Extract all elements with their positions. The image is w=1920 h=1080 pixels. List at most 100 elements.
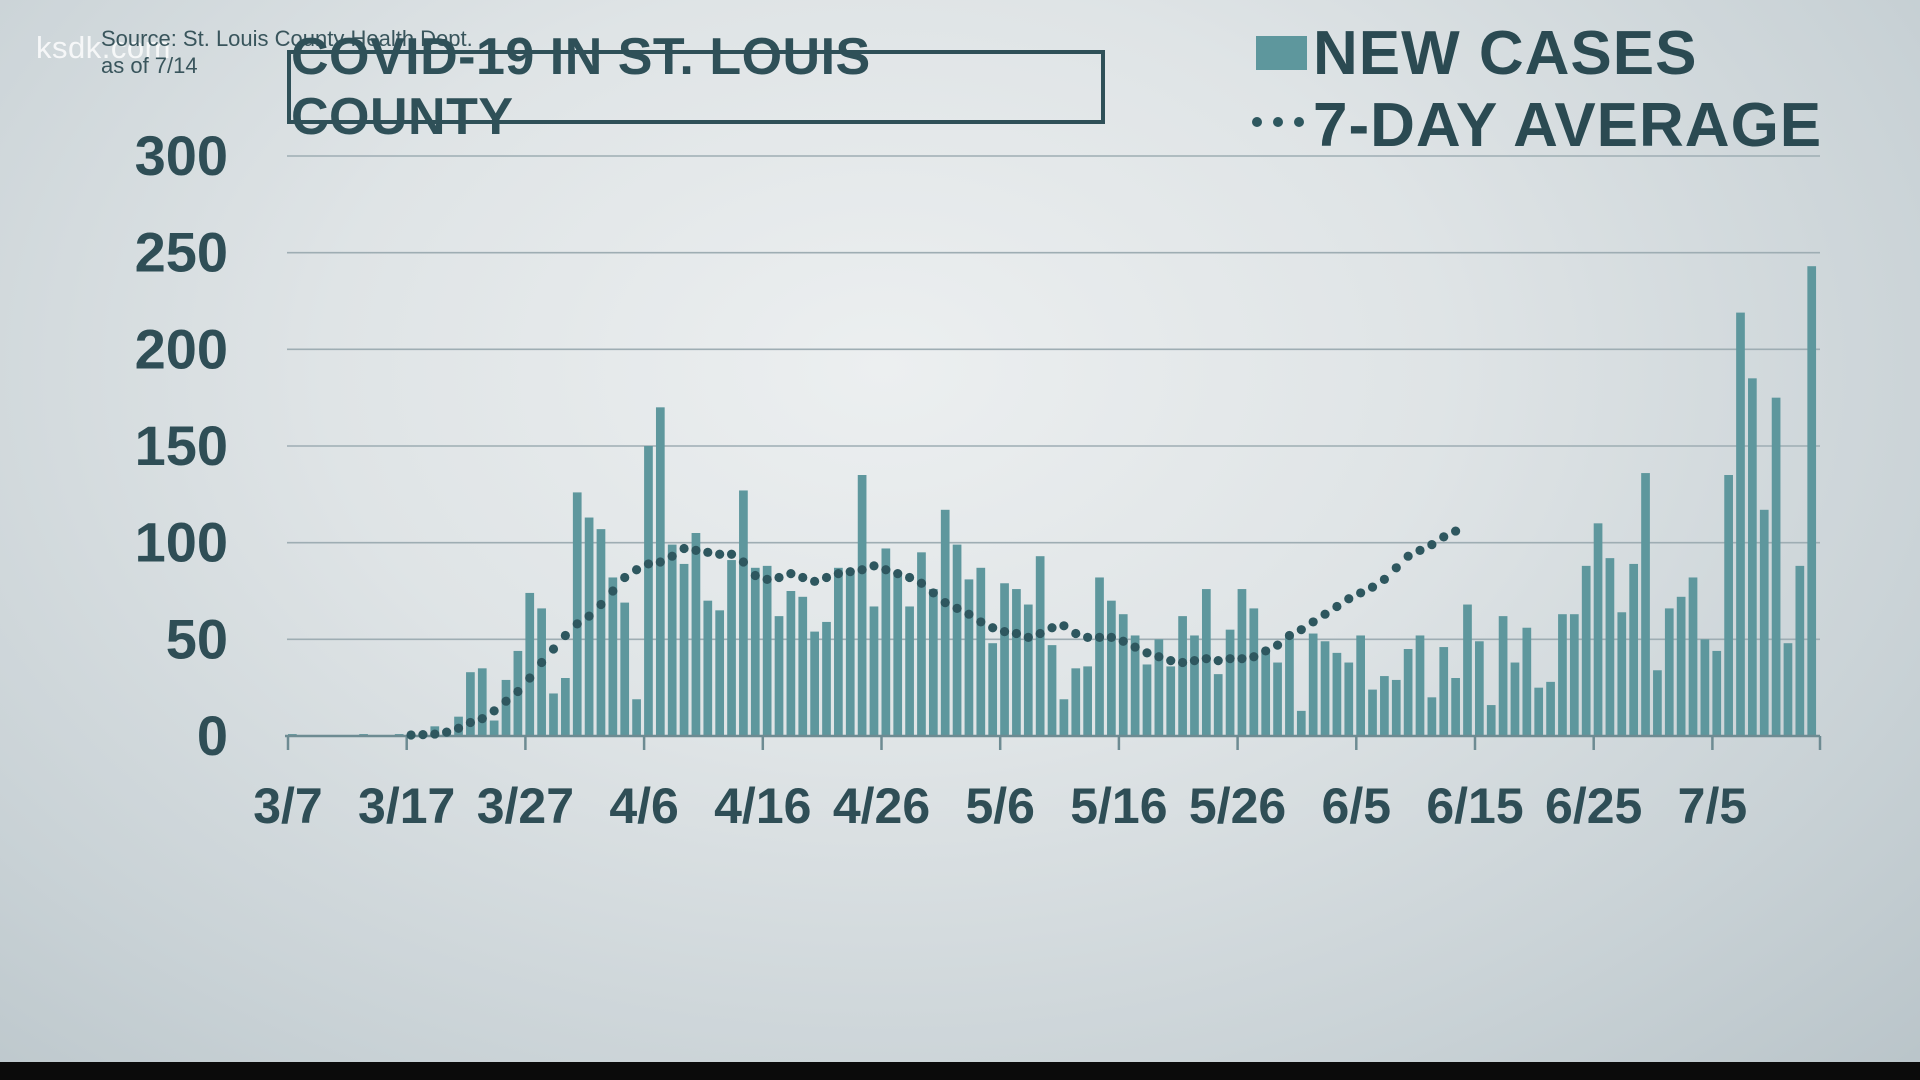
average-dot — [465, 717, 475, 728]
bar — [1569, 614, 1579, 736]
bar — [667, 544, 677, 736]
bar — [1427, 697, 1437, 736]
bar — [1095, 577, 1104, 736]
bar — [750, 567, 760, 736]
letterbox-bar — [0, 1062, 1920, 1080]
average-dot — [596, 599, 606, 610]
average-dot — [477, 714, 487, 724]
bar — [679, 563, 689, 736]
bar — [1071, 668, 1081, 736]
average-dot — [655, 557, 665, 567]
bar — [572, 492, 582, 736]
bar — [596, 529, 606, 736]
bar — [1771, 397, 1781, 736]
bar — [1403, 649, 1413, 736]
bar — [1142, 664, 1152, 736]
y-tick-label: 100 — [135, 511, 228, 574]
bar — [1213, 674, 1223, 736]
average-dot — [560, 630, 570, 641]
average-dot — [1154, 652, 1164, 662]
average-dot — [548, 644, 559, 654]
average-dot — [608, 586, 618, 596]
bar — [928, 589, 938, 736]
average-dot — [904, 572, 915, 583]
bar — [655, 407, 665, 736]
average-dot — [774, 572, 784, 583]
legend-dotted-line-swatch — [1252, 117, 1304, 127]
bar — [1439, 647, 1449, 736]
average-dot — [1106, 632, 1116, 643]
average-dot — [869, 561, 879, 571]
average-dot — [999, 627, 1010, 637]
bar — [1748, 378, 1757, 736]
x-tick-label: 4/16 — [714, 778, 811, 834]
bar — [940, 509, 950, 736]
average-dot — [1130, 642, 1140, 652]
average-dot — [525, 673, 535, 683]
average-dot — [1059, 621, 1069, 631]
bar — [976, 567, 986, 736]
bar — [1320, 641, 1330, 736]
bar — [1475, 641, 1484, 736]
bar — [1724, 475, 1733, 736]
average-dot — [1451, 526, 1461, 536]
x-tick-label: 3/27 — [477, 778, 574, 834]
bar — [727, 560, 736, 736]
bar — [1000, 583, 1009, 736]
average-dot — [1249, 652, 1259, 662]
bar — [1273, 662, 1282, 736]
average-dot — [1189, 656, 1200, 666]
average-dot — [572, 619, 582, 629]
bar — [1308, 633, 1318, 736]
bar — [1047, 645, 1057, 736]
average-dot — [786, 569, 796, 579]
as-of-date: as of 7/14 — [101, 53, 198, 78]
bar — [1059, 699, 1069, 736]
bar — [715, 610, 725, 736]
bar — [1700, 639, 1710, 736]
bar — [1736, 312, 1745, 736]
bar — [1605, 558, 1615, 736]
bar — [1807, 266, 1817, 736]
bar — [1641, 473, 1650, 736]
x-tick-label: 6/15 — [1426, 778, 1523, 834]
average-dot — [1083, 632, 1093, 643]
average-dot — [1237, 654, 1247, 664]
average-dot — [845, 567, 855, 577]
bar — [1415, 635, 1425, 736]
bar — [1463, 604, 1472, 736]
average-dot — [738, 557, 749, 567]
average-dot — [976, 617, 986, 627]
average-dot — [1320, 609, 1330, 619]
legend-bar-swatch — [1256, 36, 1307, 70]
bar — [952, 544, 962, 736]
bar — [1391, 679, 1401, 736]
average-dot — [1213, 656, 1223, 666]
average-dot — [881, 565, 891, 575]
average-dot — [489, 706, 499, 716]
average-dot — [1332, 601, 1342, 612]
bar — [739, 490, 748, 736]
bar — [1261, 650, 1271, 736]
y-tick-label: 300 — [135, 124, 228, 187]
bar — [1118, 614, 1128, 736]
chart-title: COVID-19 IN ST. LOUIS COUNTY — [291, 28, 871, 146]
bar — [1083, 666, 1092, 736]
average-dot — [501, 696, 511, 706]
x-tick-label: 3/17 — [358, 778, 455, 834]
bar — [893, 575, 903, 736]
average-dot — [679, 543, 689, 554]
average-dot — [1071, 628, 1081, 639]
average-dot — [1094, 632, 1105, 643]
bar — [584, 517, 594, 736]
average-dot — [1356, 588, 1366, 598]
bar — [1107, 600, 1116, 736]
average-dot — [691, 545, 701, 556]
bar — [1154, 639, 1164, 736]
bar — [1795, 565, 1805, 736]
bar — [1522, 627, 1532, 736]
average-dot — [703, 547, 713, 557]
bar — [1178, 616, 1187, 736]
bar — [608, 577, 618, 736]
source-note: Source: St. Louis County Health Dept. — [101, 26, 473, 51]
